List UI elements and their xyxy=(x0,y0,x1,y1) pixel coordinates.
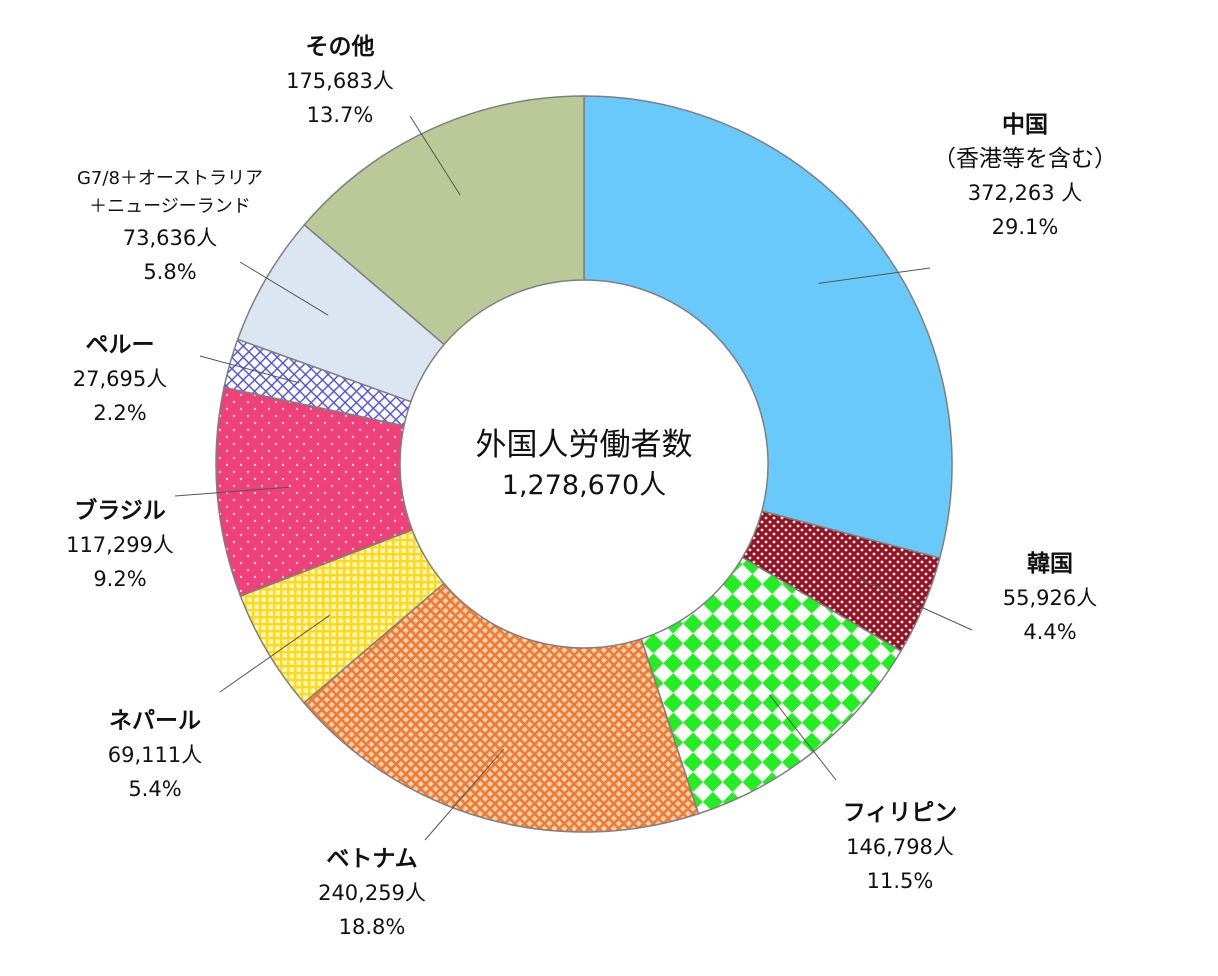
label-korea-count: 55,926人 xyxy=(1002,586,1098,610)
slice-philippines xyxy=(640,556,902,815)
center-title: 外国人労働者数 xyxy=(475,427,693,463)
label-vietnam-count: 240,259人 xyxy=(318,881,426,905)
label-brazil-percent: 9.2% xyxy=(93,567,147,591)
label-other-count: 175,683人 xyxy=(286,69,394,93)
label-peru-percent: 2.2% xyxy=(93,401,147,425)
label-peru: ペルー 27,695人 2.2% xyxy=(30,328,210,430)
label-china-percent: 29.1% xyxy=(991,215,1059,239)
leader-line-peru xyxy=(199,355,300,384)
label-brazil-count: 117,299人 xyxy=(66,533,174,557)
label-china-name: 中国 xyxy=(1002,112,1048,138)
center-total: 1,278,670人 xyxy=(501,470,667,501)
label-china-name2: （香港等を含む） xyxy=(933,146,1117,172)
label-g7: G7/8＋オーストラリア ＋ニュージーランド 73,636人 5.8% xyxy=(40,165,300,289)
label-nepal-count: 69,111人 xyxy=(107,743,203,767)
center-label: 外国人労働者数 1,278,670人 xyxy=(434,424,734,506)
label-china-count: 372,263 人 xyxy=(967,181,1083,205)
slice-vietnam xyxy=(303,582,700,833)
label-philippines-percent: 11.5% xyxy=(866,869,934,893)
slice-other xyxy=(303,95,585,346)
label-china: 中国 （香港等を含む） 372,263 人 29.1% xyxy=(900,108,1150,244)
label-korea-name: 韓国 xyxy=(1027,551,1073,577)
label-other: その他 175,683人 13.7% xyxy=(240,30,440,132)
label-philippines-name: フィリピン xyxy=(842,800,958,826)
slice-china xyxy=(583,95,953,559)
leader-line-other xyxy=(409,115,461,196)
label-g7-percent: 5.8% xyxy=(143,260,197,284)
leader-line-brazil xyxy=(174,486,289,497)
label-brazil-name: ブラジル xyxy=(74,498,166,524)
leader-line-china xyxy=(818,267,931,284)
leader-line-vietnam xyxy=(424,748,505,841)
label-other-percent: 13.7% xyxy=(306,103,374,127)
label-korea: 韓国 55,926人 4.4% xyxy=(965,547,1135,649)
leader-line-nepal xyxy=(219,614,330,693)
label-korea-percent: 4.4% xyxy=(1023,620,1077,644)
label-nepal: ネパール 69,111人 5.4% xyxy=(60,704,250,806)
label-peru-name: ペルー xyxy=(85,332,155,358)
label-vietnam-name: ベトナム xyxy=(326,846,418,872)
leader-line-philippines xyxy=(769,694,837,781)
label-philippines-count: 146,798人 xyxy=(846,835,954,859)
label-other-name: その他 xyxy=(305,34,375,60)
label-philippines: フィリピン 146,798人 11.5% xyxy=(800,796,1000,898)
leader-line-korea xyxy=(856,577,973,631)
label-vietnam: ベトナム 240,259人 18.8% xyxy=(272,842,472,944)
leader-line-g7 xyxy=(239,261,329,316)
label-nepal-name: ネパール xyxy=(109,708,201,734)
label-brazil: ブラジル 117,299人 9.2% xyxy=(20,494,220,596)
label-nepal-percent: 5.4% xyxy=(128,777,182,801)
label-peru-count: 27,695人 xyxy=(72,367,168,391)
label-g7-name: G7/8＋オーストラリア xyxy=(76,168,264,189)
label-g7-name2: ＋ニュージーランド xyxy=(89,196,251,217)
label-g7-count: 73,636人 xyxy=(122,226,218,250)
label-vietnam-percent: 18.8% xyxy=(338,915,406,939)
